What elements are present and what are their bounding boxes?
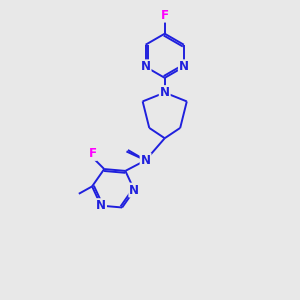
- Text: N: N: [141, 60, 151, 73]
- Text: N: N: [160, 86, 170, 99]
- Text: F: F: [88, 147, 97, 160]
- Text: N: N: [129, 184, 139, 196]
- Text: N: N: [179, 60, 189, 73]
- Text: F: F: [161, 9, 169, 22]
- Text: N: N: [141, 154, 151, 167]
- Text: N: N: [96, 199, 106, 212]
